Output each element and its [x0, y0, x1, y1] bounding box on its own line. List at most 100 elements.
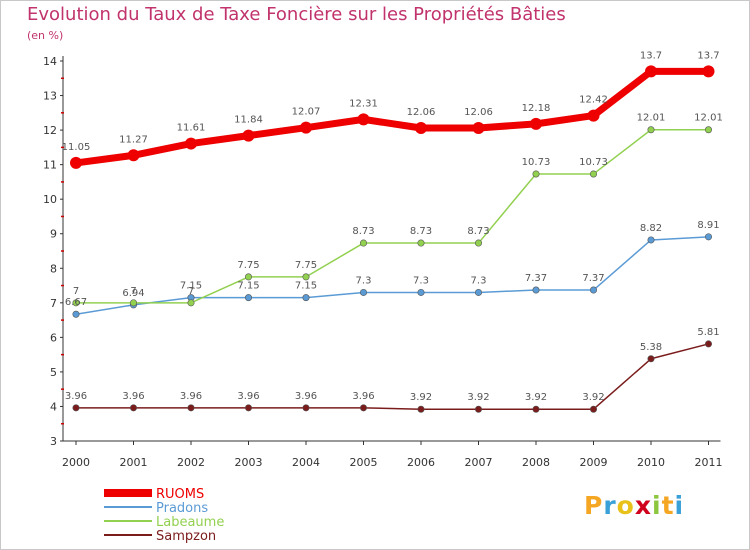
y-tick-label: 5	[50, 366, 57, 379]
data-point	[704, 233, 712, 241]
y-tick-label: 8	[50, 262, 57, 275]
x-tick-label: 2004	[292, 456, 320, 469]
series-line-pradons	[75, 236, 709, 315]
data-label: 7.3	[356, 275, 372, 286]
data-point	[300, 121, 312, 134]
data-label: 3.92	[582, 392, 604, 403]
data-label: 7.3	[471, 275, 487, 286]
data-label: 12.01	[637, 113, 666, 124]
data-point	[245, 294, 253, 302]
data-point	[72, 310, 80, 318]
data-label: 7.15	[295, 281, 317, 292]
y-tick-label: 3	[50, 435, 57, 448]
data-label: 7.75	[295, 260, 317, 271]
data-point	[702, 65, 715, 78]
chart-title: Evolution du Taux de Taxe Foncière sur l…	[27, 4, 566, 25]
data-point	[245, 404, 253, 412]
x-tick-label: 2003	[235, 456, 263, 469]
data-point	[645, 65, 657, 78]
y-tick-label: 10	[43, 193, 57, 206]
data-label: 7	[73, 286, 79, 297]
series-line-labeaume	[76, 128, 709, 304]
data-label: 8.73	[352, 226, 374, 237]
data-label: 11.84	[234, 115, 263, 126]
y-axis-unit: (en %)	[27, 29, 64, 42]
y-tick-label: 6	[50, 331, 57, 344]
data-point	[532, 286, 540, 294]
data-label: 3.96	[237, 391, 259, 402]
data-label: 7.3	[413, 275, 429, 286]
data-point	[417, 405, 425, 413]
data-point	[70, 156, 82, 169]
data-point	[245, 273, 253, 281]
x-tick-label: 2010	[637, 456, 665, 469]
data-label: 13.7	[640, 50, 662, 61]
data-label: 12.18	[522, 103, 551, 114]
data-label: 10.73	[579, 157, 608, 168]
data-point	[130, 299, 138, 307]
y-tick-label: 9	[50, 228, 57, 241]
data-label: 8.82	[640, 223, 662, 234]
data-label: 12.31	[349, 98, 378, 109]
data-point	[242, 129, 255, 142]
series-line-ruoms	[75, 67, 709, 167]
data-label: 12.01	[694, 113, 723, 124]
data-label: 7	[130, 286, 136, 297]
data-point	[302, 404, 310, 412]
data-label: 6.67	[65, 297, 87, 308]
x-tick-label: 2006	[407, 456, 435, 469]
data-label: 5.38	[640, 342, 662, 353]
data-point	[359, 288, 367, 296]
series-line-sampzon	[76, 343, 709, 410]
data-point	[359, 239, 367, 247]
logo-letter: i	[674, 491, 685, 520]
data-label: 7.15	[180, 281, 202, 292]
logo-letter: t	[661, 491, 675, 520]
logo-letter: o	[616, 491, 635, 520]
x-tick-label: 2005	[350, 456, 378, 469]
data-point	[417, 239, 425, 247]
data-label: 8.73	[410, 226, 432, 237]
data-point	[589, 286, 597, 294]
data-label: 5.81	[697, 327, 719, 338]
legend-label-pradons: Pradons	[156, 501, 208, 516]
data-label: 3.96	[352, 391, 374, 402]
data-point	[415, 122, 427, 135]
data-label: 12.42	[579, 95, 608, 106]
proxiti-logo: Proxiti	[584, 491, 684, 520]
data-point	[472, 122, 485, 135]
data-point	[417, 288, 425, 296]
data-label: 7.37	[525, 273, 547, 284]
data-label: 10.73	[522, 157, 551, 168]
data-point	[474, 405, 482, 413]
y-tick-label: 11	[43, 159, 57, 172]
legend-label-sampzon: Sampzon	[156, 529, 216, 544]
logo-letter: r	[603, 491, 617, 520]
data-label: 12.06	[464, 107, 493, 118]
logo-letter: i	[652, 491, 662, 520]
data-label: 7.75	[237, 260, 259, 271]
y-tick-label: 4	[50, 400, 57, 413]
legend-label-labeaume: Labeaume	[156, 515, 224, 530]
data-label: 3.96	[295, 391, 317, 402]
data-point	[704, 126, 712, 134]
x-tick-label: 2009	[580, 456, 608, 469]
data-label: 6.94	[122, 288, 144, 299]
x-tick-label: 2002	[177, 456, 205, 469]
data-label: 7	[188, 286, 194, 297]
logo-letter: x	[634, 491, 652, 520]
data-label: 11.05	[62, 142, 91, 153]
data-label: 12.07	[292, 107, 321, 118]
data-point	[532, 170, 540, 178]
data-label: 3.96	[122, 391, 144, 402]
x-tick-label: 2008	[522, 456, 550, 469]
data-point	[530, 117, 542, 130]
data-point	[127, 149, 140, 162]
y-tick-label: 12	[43, 124, 57, 137]
data-label: 8.91	[697, 220, 719, 231]
data-point	[474, 239, 482, 247]
data-point	[72, 404, 80, 412]
x-tick-label: 2001	[120, 456, 148, 469]
data-point	[130, 404, 138, 412]
y-tick-label: 7	[50, 297, 57, 310]
